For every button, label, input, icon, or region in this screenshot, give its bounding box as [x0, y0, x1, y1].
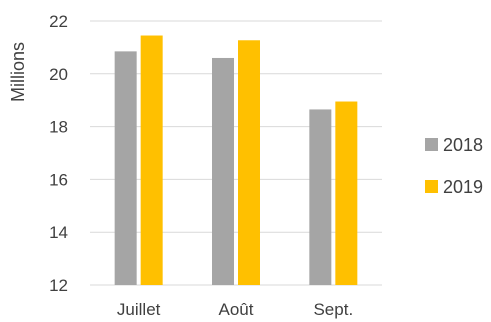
- y-axis-title: Millions: [8, 42, 28, 102]
- legend-swatch-2019: [425, 180, 438, 193]
- legend-label: 2018: [443, 135, 483, 155]
- y-tick-label: 14: [49, 223, 68, 242]
- bar-2019-Sept.: [335, 101, 358, 286]
- x-tick-label: Août: [219, 300, 254, 319]
- legend-label: 2019: [443, 177, 483, 197]
- y-tick-label: 22: [49, 12, 68, 31]
- x-tick-label: Sept.: [313, 300, 353, 319]
- y-axis-ticks: 12 14 16 18 20 22: [49, 12, 68, 295]
- gridlines: [90, 20, 382, 286]
- bar-2018-Août: [212, 57, 234, 286]
- bars: [114, 35, 358, 286]
- y-tick-label: 12: [49, 276, 68, 295]
- y-tick-label: 20: [49, 65, 68, 84]
- bar-2019-Juillet: [140, 35, 163, 285]
- x-tick-label: Juillet: [117, 300, 161, 319]
- legend: 2018 2019: [425, 135, 483, 197]
- legend-swatch-2018: [425, 138, 438, 151]
- x-axis-ticks: Juillet Août Sept.: [117, 300, 353, 319]
- bar-2019-Août: [238, 40, 260, 285]
- bar-2018-Juillet: [114, 51, 137, 285]
- y-tick-label: 16: [49, 170, 68, 189]
- bar-2018-Sept.: [309, 109, 332, 285]
- y-tick-label: 18: [49, 118, 68, 137]
